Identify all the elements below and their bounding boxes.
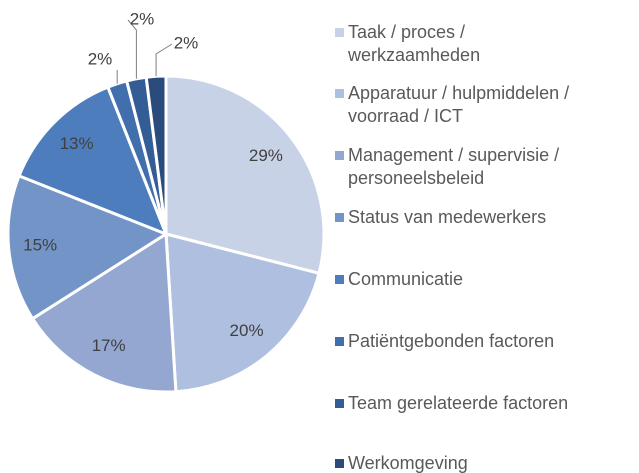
legend-label: Patiëntgebonden factoren bbox=[348, 331, 555, 351]
data-label: 29% bbox=[249, 146, 283, 165]
legend-label: Management / supervisie / personeelsbele… bbox=[348, 145, 560, 188]
legend-swatch bbox=[335, 28, 344, 37]
data-label: 2% bbox=[130, 9, 155, 28]
pie-slice bbox=[30, 231, 178, 394]
data-label: 2% bbox=[88, 49, 113, 68]
legend-label: Status van medewerkers bbox=[348, 207, 547, 227]
legend-label: Taak / proces / werkzaamheden bbox=[348, 22, 481, 65]
legend-swatch bbox=[335, 459, 344, 468]
data-label: 15% bbox=[23, 235, 57, 254]
data-label: 20% bbox=[230, 321, 264, 340]
data-label: 2% bbox=[174, 33, 199, 52]
legend-label: Communicatie bbox=[348, 269, 464, 289]
legend-swatch bbox=[335, 151, 344, 160]
legend-swatch bbox=[335, 337, 344, 346]
pie-slice bbox=[164, 74, 326, 276]
legend-swatch bbox=[335, 89, 344, 98]
legend-label: Werkomgeving bbox=[348, 453, 468, 473]
leader-line bbox=[127, 19, 137, 79]
legend-swatch bbox=[335, 399, 344, 408]
pie-slice bbox=[17, 85, 169, 237]
legend-swatch bbox=[335, 213, 344, 222]
leader-line bbox=[155, 43, 173, 77]
pie-slice bbox=[164, 232, 321, 394]
pie-slice bbox=[6, 173, 170, 321]
legend-label: Team gerelateerde factoren bbox=[348, 393, 569, 413]
legend-label: Apparatuur / hulpmiddelen / voorraad / I… bbox=[348, 83, 570, 126]
data-label: 13% bbox=[60, 134, 94, 153]
data-label: 17% bbox=[92, 336, 126, 355]
legend-swatch bbox=[335, 275, 344, 284]
